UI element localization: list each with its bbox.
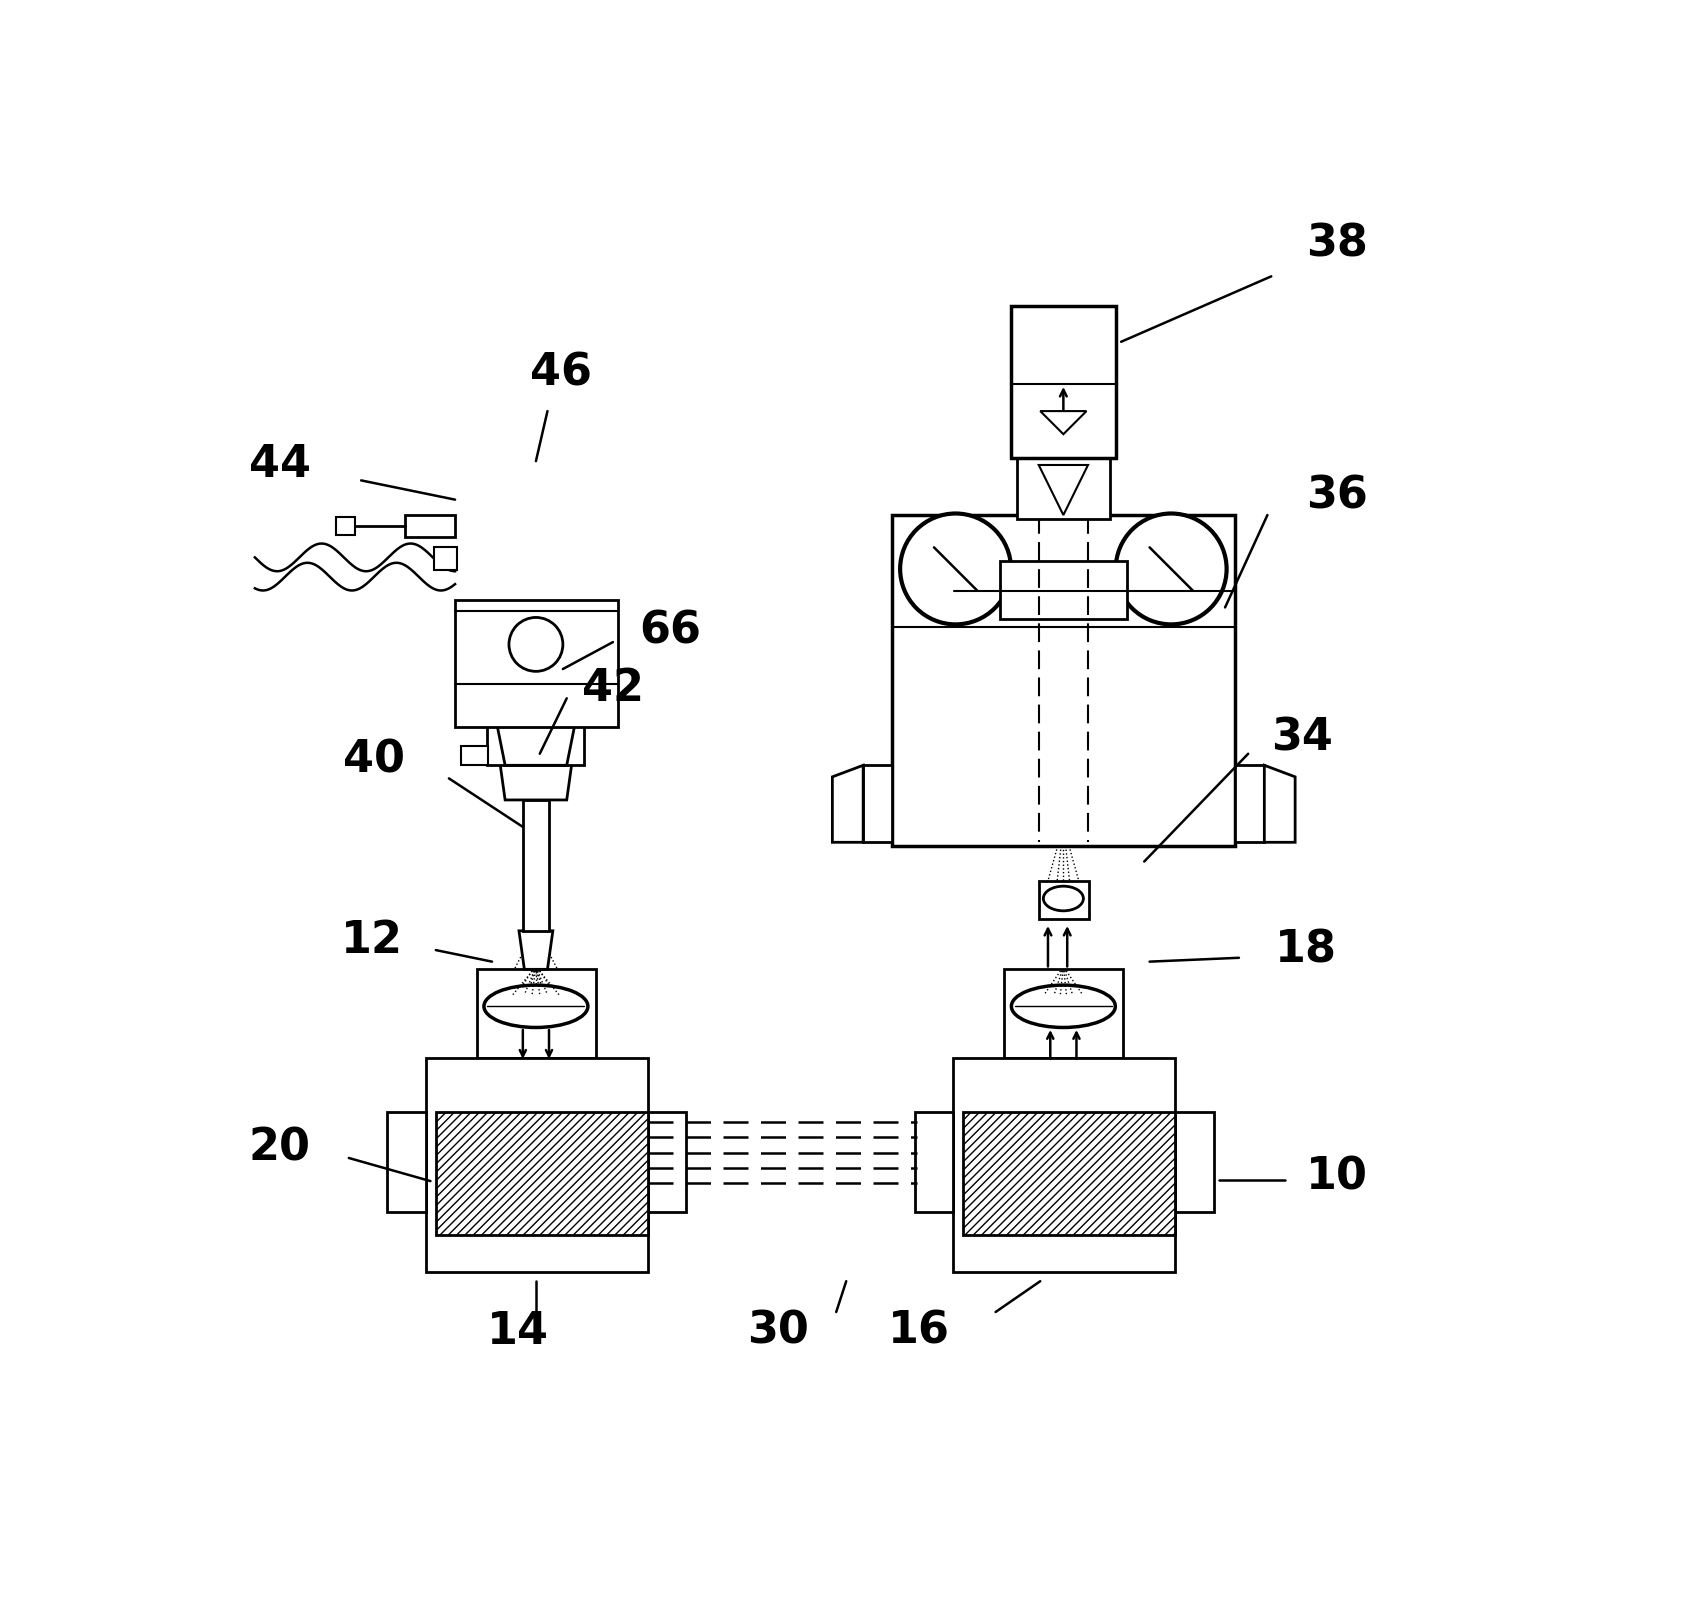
Text: 38: 38 — [1305, 222, 1368, 265]
Polygon shape — [1039, 465, 1088, 516]
Polygon shape — [519, 931, 553, 969]
Text: 12: 12 — [341, 918, 402, 961]
Bar — [426, 1057, 648, 1271]
Polygon shape — [499, 762, 572, 800]
Polygon shape — [436, 1112, 648, 1234]
Polygon shape — [1264, 765, 1295, 842]
Text: 46: 46 — [531, 351, 592, 394]
Text: 36: 36 — [1305, 474, 1368, 517]
Polygon shape — [864, 765, 893, 842]
Bar — [487, 723, 584, 765]
Polygon shape — [1235, 765, 1264, 842]
Text: 10: 10 — [1305, 1156, 1368, 1199]
Text: 30: 30 — [748, 1310, 809, 1353]
Polygon shape — [336, 516, 355, 535]
Ellipse shape — [1044, 886, 1083, 910]
Bar — [455, 600, 618, 727]
Polygon shape — [832, 765, 864, 842]
Text: 40: 40 — [343, 738, 406, 781]
Bar — [523, 800, 550, 931]
Text: 16: 16 — [888, 1310, 950, 1353]
Bar — [1000, 561, 1127, 620]
Ellipse shape — [484, 985, 587, 1027]
Text: 66: 66 — [640, 608, 701, 652]
Text: 14: 14 — [487, 1310, 550, 1353]
Text: 44: 44 — [248, 444, 311, 487]
Bar — [433, 548, 456, 570]
Bar — [406, 516, 455, 537]
Text: 34: 34 — [1271, 717, 1334, 760]
Bar — [648, 1112, 686, 1212]
Bar — [893, 516, 1235, 846]
Bar — [1011, 305, 1115, 458]
Bar — [1005, 969, 1123, 1057]
Bar — [387, 1112, 426, 1212]
Polygon shape — [1040, 410, 1086, 434]
Circle shape — [899, 514, 1011, 624]
Text: 20: 20 — [248, 1126, 311, 1169]
Text: 18: 18 — [1274, 928, 1337, 971]
Bar — [1174, 1112, 1213, 1212]
Text: 42: 42 — [582, 668, 643, 709]
Polygon shape — [497, 727, 574, 765]
Bar — [915, 1112, 954, 1212]
Circle shape — [509, 618, 563, 671]
Bar — [1039, 882, 1089, 920]
Polygon shape — [964, 1112, 1174, 1234]
Bar — [477, 969, 596, 1057]
Bar — [954, 1057, 1174, 1271]
Bar — [1017, 457, 1110, 519]
Bar — [462, 746, 489, 765]
Ellipse shape — [1011, 985, 1115, 1027]
Circle shape — [1115, 514, 1227, 624]
